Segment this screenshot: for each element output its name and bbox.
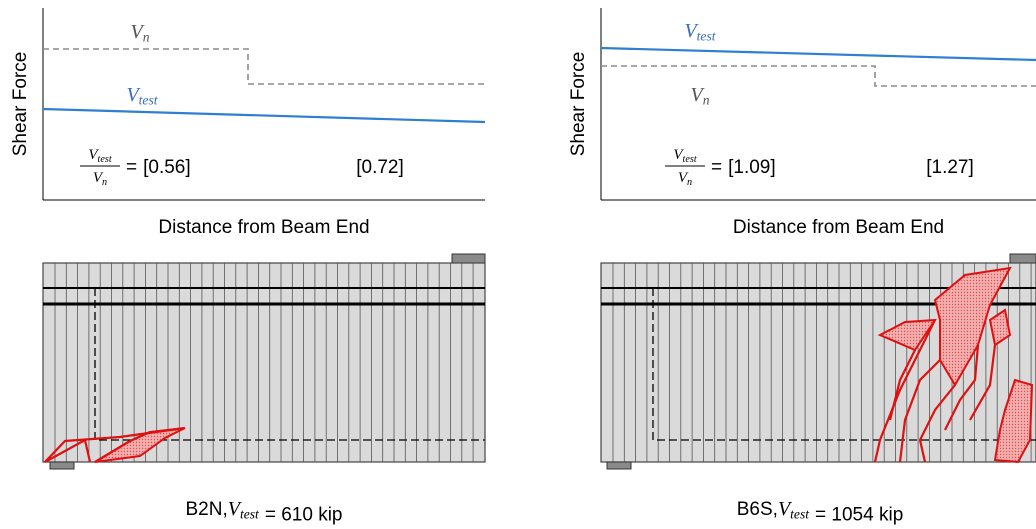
math-label: Vtest	[684, 20, 716, 44]
vn-line	[601, 65, 1036, 87]
crack	[969, 344, 997, 421]
crack	[94, 430, 151, 463]
ratio-text: = [0.56]	[126, 157, 191, 178]
math-label: Vtest	[88, 147, 112, 165]
ratio-value: [0.72]	[356, 157, 404, 178]
math-symbol: V	[130, 21, 145, 43]
ratio-value: [0.56]	[143, 157, 191, 178]
math-symbol: V	[88, 147, 99, 163]
math-label: Vtest	[673, 147, 697, 165]
crack	[918, 384, 956, 463]
math-subscript: test	[683, 155, 698, 166]
math-subscript: test	[697, 29, 717, 44]
caption-rest: = 610 kip	[265, 505, 343, 526]
caption-rest: = 1054 kip	[815, 505, 903, 526]
caption: B2N,Vtest = 610 kip	[185, 498, 342, 526]
dashed-outline	[94, 288, 485, 441]
math-label: Vn	[93, 170, 107, 188]
ratio-value: [1.09]	[728, 157, 776, 178]
crack	[944, 344, 980, 431]
caption: B6S,Vtest = 1054 kip	[737, 498, 904, 526]
crack	[44, 426, 186, 463]
math-symbol: V	[673, 147, 684, 163]
math-symbol: V	[228, 498, 243, 520]
support-plate	[606, 461, 632, 470]
equals: =	[711, 157, 722, 178]
math-subscript: test	[790, 507, 810, 522]
equals: =	[126, 157, 137, 178]
support-plate	[49, 461, 75, 470]
math-symbol: V	[684, 20, 699, 42]
crack	[888, 349, 916, 421]
math-subscript: n	[102, 178, 107, 189]
math-label: Vn	[678, 170, 692, 188]
math-symbol: V	[126, 84, 141, 106]
ratio-text: = [1.09]	[711, 157, 776, 178]
x-axis-label: Distance from Beam End	[158, 217, 369, 238]
specimen: B6S,	[737, 499, 778, 520]
vtest-line	[600, 46, 1036, 62]
crack-zone	[988, 308, 1012, 347]
crack	[898, 359, 941, 463]
math-subscript: test	[240, 507, 260, 522]
crack-zone	[993, 378, 1034, 464]
support-plate	[1009, 253, 1036, 264]
math-label: Vn	[130, 21, 149, 45]
math-subscript: test	[98, 155, 113, 166]
vtest-line	[42, 107, 486, 124]
y-axis-label: Shear Force	[568, 52, 589, 157]
math-symbol: V	[678, 170, 689, 186]
math-symbol: V	[690, 84, 705, 106]
math-subscript: n	[687, 178, 692, 189]
dashed-outline	[652, 288, 1036, 441]
math-label: Vtest	[126, 84, 158, 108]
math-subscript: n	[703, 93, 710, 108]
crack	[44, 438, 92, 463]
specimen: B2N,	[185, 499, 227, 520]
ratio-value: [1.27]	[926, 157, 974, 178]
math-symbol: V	[93, 170, 104, 186]
beam	[42, 262, 486, 463]
vn-line	[43, 48, 485, 85]
math-subscript: test	[139, 93, 159, 108]
math-subscript: n	[143, 30, 150, 45]
support-plate	[451, 253, 486, 264]
crack	[873, 319, 936, 463]
y-axis-label: Shear Force	[10, 52, 31, 157]
math-label: Vn	[690, 84, 709, 108]
x-axis-label: Distance from Beam End	[733, 217, 944, 238]
math-symbol: V	[778, 498, 793, 520]
